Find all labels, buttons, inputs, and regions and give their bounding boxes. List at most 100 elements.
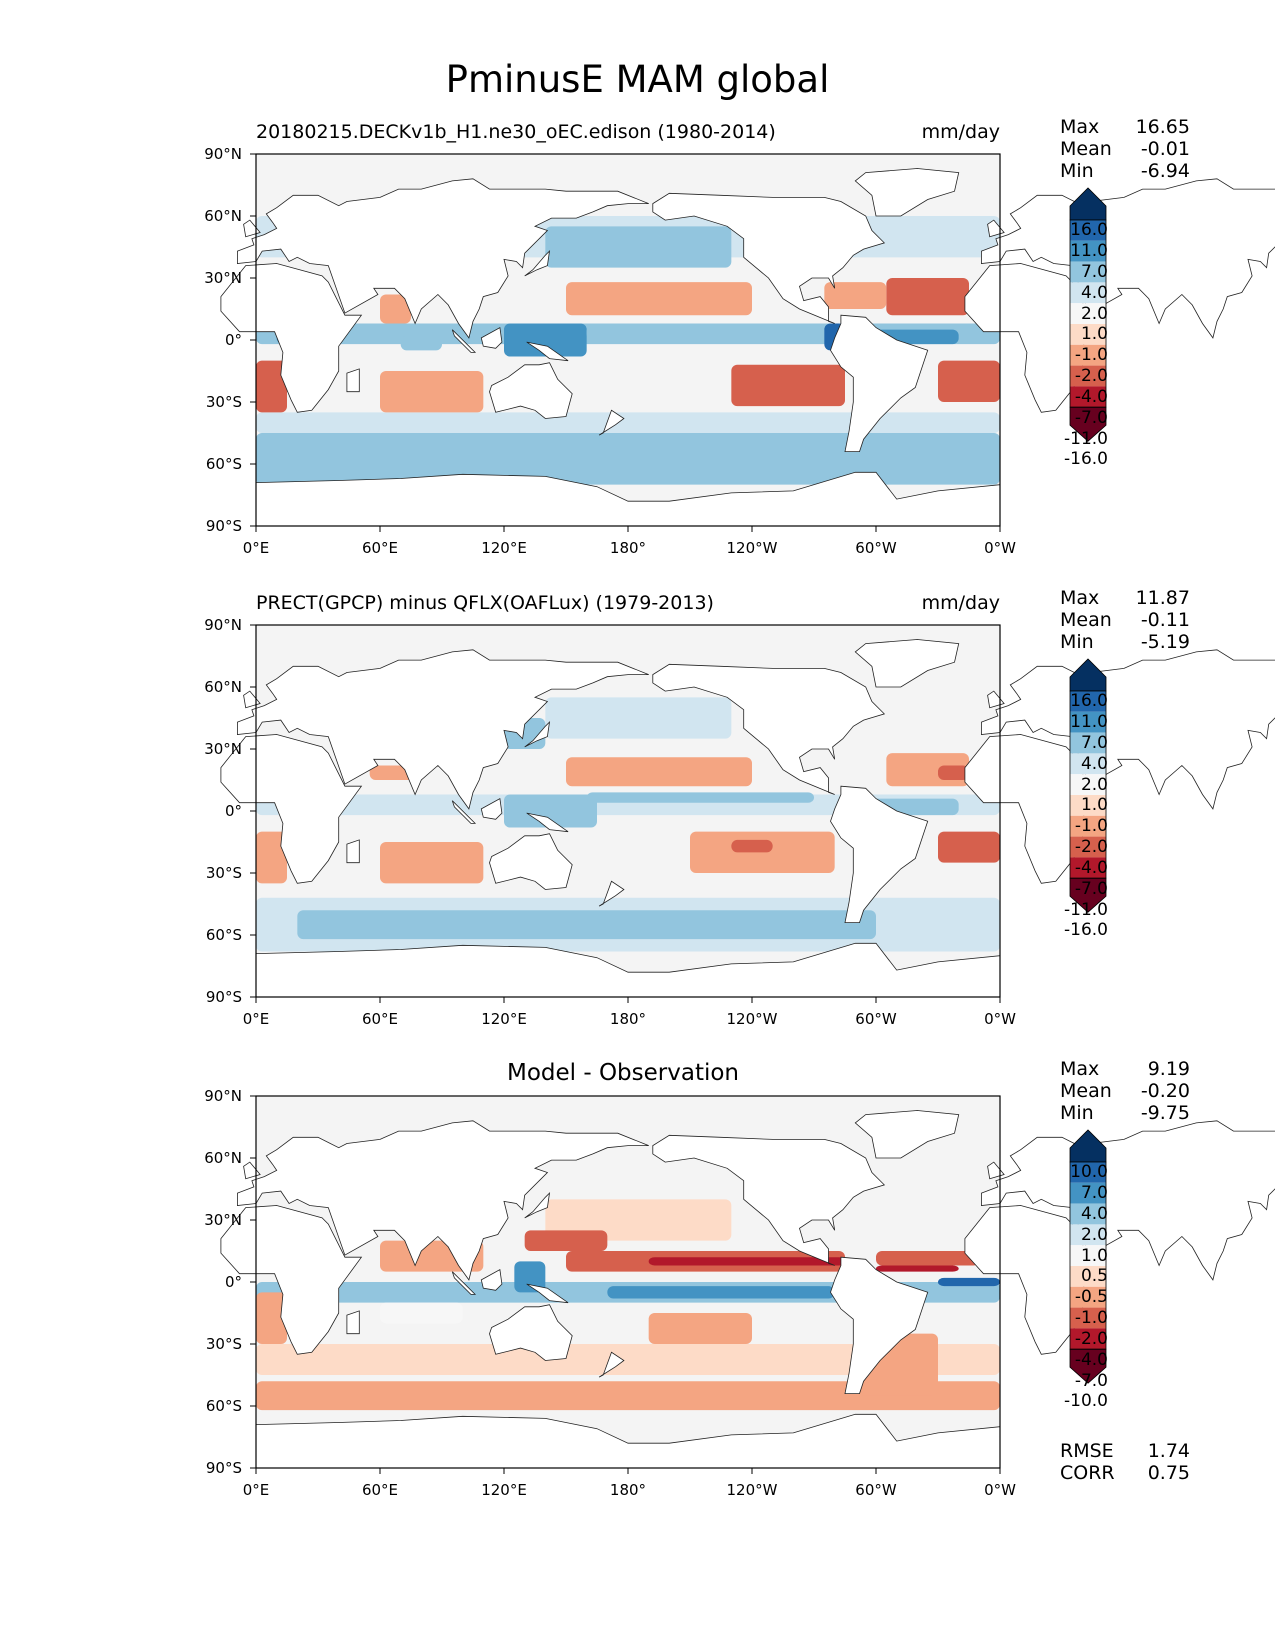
colorbar-level: 16.0	[1070, 220, 1108, 240]
stat-mean-label: Mean	[1060, 138, 1112, 160]
field-patch	[256, 360, 287, 413]
colorbar-segment	[1070, 815, 1106, 837]
field-layer	[256, 697, 1000, 952]
colorbar-segment	[1070, 1328, 1106, 1350]
colorbar-segment	[1070, 774, 1106, 795]
colorbar-level: -11.0	[1064, 429, 1108, 449]
panel-title: Model - Observation	[506, 1060, 740, 1086]
field-patch	[256, 1292, 287, 1344]
colorbar-segment	[1070, 753, 1106, 775]
colorbar-level: -11.0	[1064, 900, 1108, 920]
stat-mean: -0.11	[1140, 609, 1190, 631]
field-patch	[256, 794, 1000, 816]
x-tick: 120°E	[481, 1481, 527, 1499]
colorbar-frame	[1069, 219, 1107, 408]
colorbar-segment	[1070, 1307, 1106, 1329]
map-observation	[220, 624, 1275, 1003]
colorbar-segment	[1070, 240, 1106, 262]
stat-max: 16.65	[1135, 116, 1190, 138]
stats-box: Max 9.19 Mean -0.20 Min -9.75	[1060, 1058, 1190, 1124]
land-australia	[489, 833, 573, 890]
colorbar-segment	[1070, 1286, 1106, 1308]
y-tick: 30°S	[205, 864, 242, 882]
colorbar-frame	[1069, 1161, 1107, 1350]
x-tick: 120°E	[481, 539, 527, 557]
colorbar-segment	[1070, 1162, 1106, 1183]
map-model	[220, 153, 1275, 532]
field-patch	[380, 294, 411, 324]
field-patch	[256, 1381, 1000, 1411]
y-tick: 60°S	[205, 1397, 242, 1415]
x-tick: 0°E	[242, 1481, 270, 1499]
land-madagascar	[346, 1310, 360, 1335]
land-madagascar	[346, 368, 360, 393]
stat-min-label: Min	[1060, 1102, 1094, 1124]
colorbar-segment	[1070, 857, 1106, 879]
x-tick: 0°W	[984, 1010, 1016, 1028]
land-greenland	[854, 639, 960, 688]
field-patch	[876, 1265, 959, 1272]
colorbar-segment	[1070, 220, 1106, 241]
stat-mean: -0.01	[1140, 138, 1190, 160]
field-layer	[256, 1199, 1000, 1411]
panel-title: 20180215.DECKv1b_H1.ne30_oEC.edison (198…	[256, 121, 776, 143]
land-namerica	[652, 1134, 886, 1266]
colorbar-level: 11.0	[1070, 712, 1108, 732]
field-patch	[938, 360, 1000, 402]
colorbar-level: -7.0	[1074, 879, 1108, 899]
colorbar-level: 7.0	[1080, 733, 1108, 753]
colorbar-level: -2.0	[1074, 1329, 1108, 1349]
colorbar-level: 0.5	[1080, 1266, 1108, 1286]
colorbar-level: 11.0	[1070, 241, 1108, 261]
colorbar-level: -16.0	[1064, 449, 1108, 469]
field-patch	[545, 697, 732, 739]
x-tick: 0°W	[984, 1481, 1016, 1499]
y-tick: 0°	[224, 1273, 242, 1291]
y-tick: 0°	[224, 802, 242, 820]
stat-max: 11.87	[1135, 587, 1190, 609]
colorbar-level: -4.0	[1074, 858, 1108, 878]
metrics-box: RMSE 1.74 CORR 0.75	[1060, 1440, 1190, 1484]
corr-value: 0.75	[1147, 1462, 1190, 1484]
x-tick: 120°W	[726, 1010, 778, 1028]
land-madagascar	[346, 839, 360, 864]
colorbar-level: -2.0	[1074, 366, 1108, 386]
y-tick: 30°N	[204, 740, 242, 758]
y-tick: 60°N	[204, 678, 242, 696]
y-tick: 90°N	[204, 145, 242, 163]
colorbar-level: 4.0	[1080, 754, 1108, 774]
land-sumatra	[451, 1271, 477, 1295]
colorbar-level: 1.0	[1080, 1246, 1108, 1266]
field-patch	[648, 1313, 752, 1344]
land-borneo	[480, 797, 503, 820]
stats-box: Max 11.87 Mean -0.11 Min -5.19	[1060, 587, 1190, 653]
colorbar-level: -16.0	[1064, 920, 1108, 940]
colorbar	[1069, 187, 1107, 442]
colorbar-segment	[1070, 1245, 1106, 1266]
colorbar-level: -7.0	[1074, 1371, 1108, 1391]
field-patch	[731, 839, 773, 853]
y-tick: 90°S	[205, 988, 242, 1006]
land-sumatra	[451, 329, 477, 353]
y-tick: 90°N	[204, 616, 242, 634]
colorbar-level: -4.0	[1074, 1350, 1108, 1370]
field-patch	[524, 1230, 608, 1251]
land-nz	[598, 1351, 625, 1378]
stat-max-label: Max	[1060, 1058, 1100, 1080]
rmse-label: RMSE	[1060, 1440, 1114, 1462]
field-patch	[731, 364, 845, 407]
panel-model: 20180215.DECKv1b_H1.ne30_oEC.edison (198…	[0, 0, 1275, 557]
field-patch	[256, 831, 287, 884]
land-borneo	[480, 1268, 503, 1291]
colorbar-segment	[1070, 386, 1106, 408]
x-tick: 60°W	[855, 1481, 897, 1499]
colorbar-segment	[1070, 1266, 1106, 1287]
y-tick: 90°S	[205, 517, 242, 535]
y-tick: 30°N	[204, 1211, 242, 1229]
colorbar-level: -1.0	[1074, 816, 1108, 836]
colorbar-segment	[1070, 261, 1106, 283]
land-namerica	[652, 663, 886, 795]
field-patch	[256, 433, 1000, 485]
colorbar-level: -1.0	[1074, 1308, 1108, 1328]
colorbar-level: 2.0	[1080, 304, 1108, 324]
